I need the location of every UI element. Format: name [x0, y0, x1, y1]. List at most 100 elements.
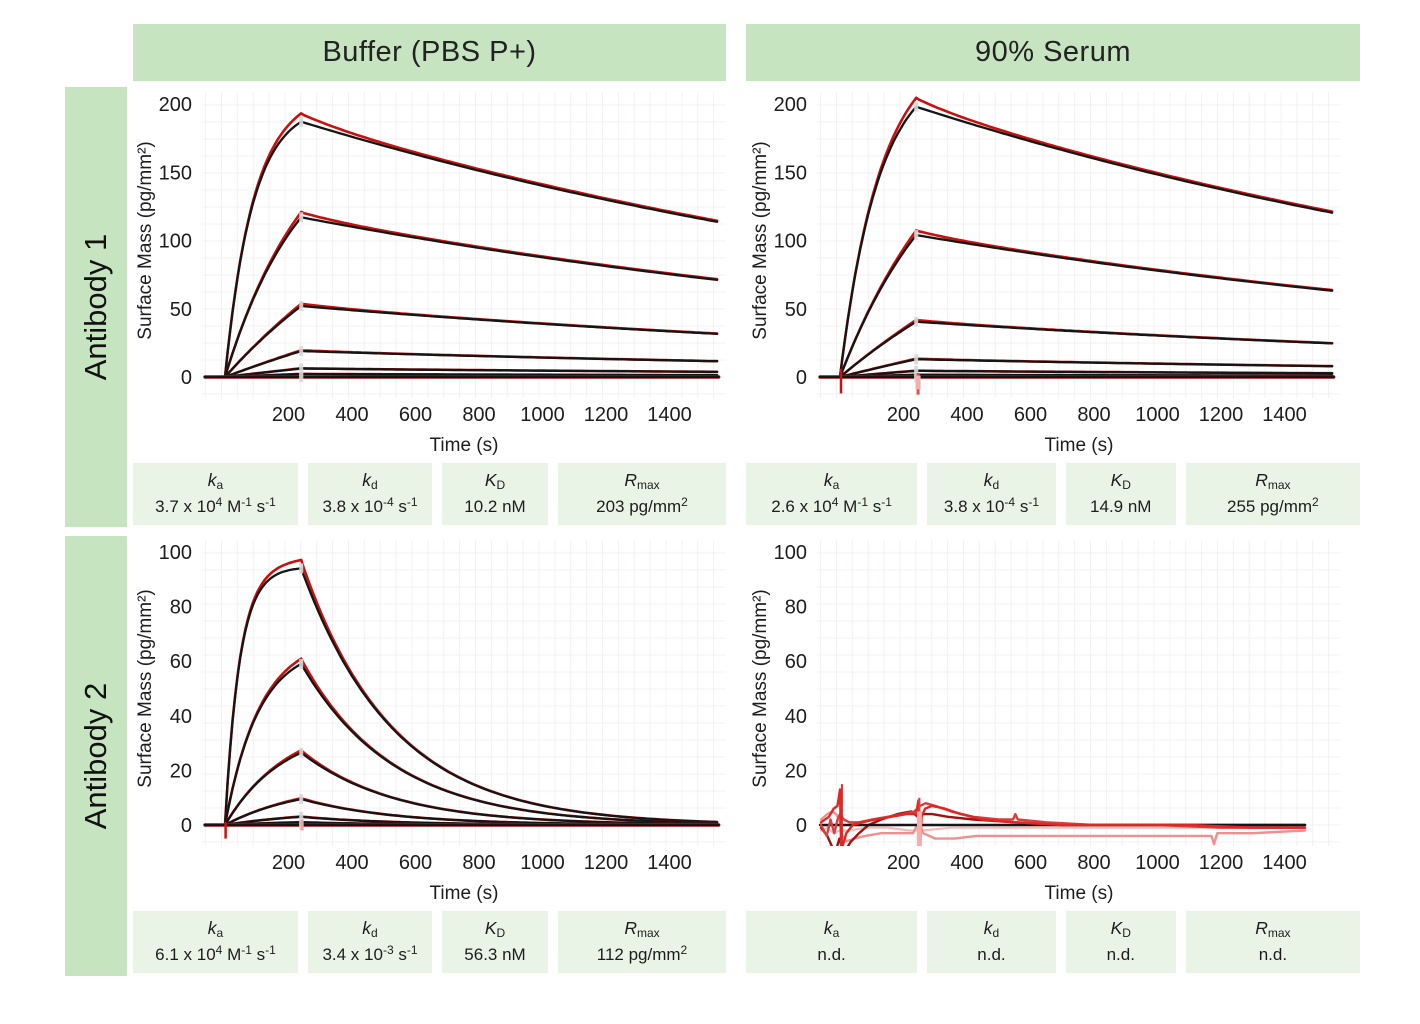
svg-text:0: 0: [181, 367, 192, 389]
param-name: Rmax: [624, 469, 660, 492]
column-header-serum: 90% Serum: [746, 24, 1360, 81]
svg-text:0: 0: [796, 815, 807, 837]
svg-text:800: 800: [1077, 852, 1110, 874]
param-cell: KD 56.3 nM: [442, 911, 548, 973]
param-cell: ka 3.7 x 104 M-1 s-1: [133, 463, 298, 525]
series-line: [838, 320, 1334, 379]
param-name: ka: [207, 469, 224, 492]
param-cell: KD n.d.: [1065, 911, 1176, 973]
series-line: [838, 369, 1334, 379]
param-name: Rmax: [624, 917, 660, 940]
param-name: KD: [1110, 918, 1131, 941]
svg-text:20: 20: [170, 760, 192, 782]
svg-text:80: 80: [170, 597, 192, 619]
y-tick-labels: 0 20 40 60 80 100: [159, 542, 192, 837]
svg-text:800: 800: [462, 852, 495, 874]
param-value: 3.7 x 104 M-1 s-1: [155, 495, 276, 517]
param-name: kd: [362, 917, 378, 940]
series-line: [203, 210, 719, 379]
svg-text:200: 200: [272, 852, 305, 874]
series-line: [203, 749, 719, 827]
param-name: ka: [207, 917, 224, 940]
svg-text:200: 200: [159, 94, 192, 116]
svg-text:1000: 1000: [1135, 852, 1180, 874]
svg-text:1400: 1400: [647, 852, 692, 874]
series-line: [223, 349, 719, 379]
y-axis-title: Surface Mass (pg/mm²): [135, 141, 156, 339]
series-line: [818, 318, 1334, 379]
svg-text:600: 600: [1014, 852, 1047, 874]
chart-antibody1-buffer: 200 400 600 800 1000 1200 1400 0 50 100 150 200 Time…: [135, 92, 726, 456]
param-name: ka: [823, 918, 840, 941]
series-line: [203, 657, 719, 827]
grid-lines: [817, 540, 1341, 846]
param-value: 3.8 x 10-4 s-1: [322, 495, 418, 517]
x-axis-title: Time (s): [1045, 435, 1114, 456]
svg-text:20: 20: [785, 760, 807, 782]
chart-antibody2-buffer: 200 400 600 800 1000 1200 1400 0 20 40 60 80 100 Time…: [135, 540, 726, 904]
param-value: 56.3 nM: [464, 944, 526, 964]
x-axis-title: Time (s): [430, 883, 499, 904]
svg-text:50: 50: [170, 299, 192, 321]
row-label-antibody-1-text: Antibody 1: [78, 233, 113, 381]
svg-text:400: 400: [950, 404, 983, 426]
param-cell: Rmax 203 pg/mm2: [558, 463, 726, 525]
svg-text:1000: 1000: [520, 404, 565, 426]
svg-text:0: 0: [796, 367, 807, 389]
series-line: [819, 788, 1307, 846]
param-value: 3.8 x 10-4 s-1: [943, 495, 1039, 517]
series-line: [838, 105, 1334, 379]
svg-text:1000: 1000: [1135, 404, 1180, 426]
svg-text:800: 800: [462, 404, 495, 426]
param-name: Rmax: [1255, 918, 1291, 941]
svg-text:60: 60: [170, 651, 192, 673]
svg-text:400: 400: [335, 404, 368, 426]
x-tick-labels: 200 400 600 800 1000 1200 1400: [272, 404, 692, 426]
row-label-antibody-1: Antibody 1: [65, 87, 127, 527]
svg-text:1400: 1400: [1262, 852, 1307, 874]
svg-text:600: 600: [1014, 404, 1047, 426]
series-line: [223, 120, 719, 379]
series-line: [818, 96, 1334, 379]
param-cell: Rmax 255 pg/mm2: [1185, 463, 1360, 525]
chart-antibody1-serum: 200 400 600 800 1000 1200 1400 0 50 100 150 200 Time…: [750, 92, 1341, 456]
param-value: 2.6 x 104 M-1 s-1: [771, 495, 892, 517]
svg-text:1400: 1400: [1262, 404, 1307, 426]
grid-lines: [202, 92, 726, 398]
param-cell: ka n.d.: [746, 911, 918, 973]
svg-text:40: 40: [170, 706, 192, 728]
y-axis-title: Surface Mass (pg/mm²): [750, 589, 771, 787]
param-cell: KD 10.2 nM: [442, 463, 548, 525]
series-line: [203, 111, 719, 379]
svg-text:1000: 1000: [520, 852, 565, 874]
series-line: [223, 216, 719, 379]
x-axis-title: Time (s): [430, 435, 499, 456]
svg-text:1200: 1200: [1199, 404, 1244, 426]
param-name: kd: [362, 469, 378, 492]
y-axis-title: Surface Mass (pg/mm²): [750, 141, 771, 339]
param-table-antibody2-serum: ka n.d. kd n.d. KD n.d. Rmax n.d.: [746, 911, 1360, 973]
param-value: 10.2 nM: [464, 496, 526, 516]
series-line: [223, 372, 719, 379]
param-name: Rmax: [1255, 469, 1291, 492]
param-value: n.d.: [977, 944, 1006, 964]
y-tick-labels: 0 50 100 150 200: [159, 94, 192, 389]
param-cell: kd 3.8 x 10-4 s-1: [927, 463, 1056, 525]
svg-text:50: 50: [785, 299, 807, 321]
svg-text:100: 100: [159, 231, 192, 253]
param-value: 203 pg/mm2: [596, 495, 688, 517]
svg-text:600: 600: [399, 852, 432, 874]
param-cell: ka 6.1 x 104 M-1 s-1: [133, 911, 298, 973]
svg-text:150: 150: [159, 162, 192, 184]
svg-text:400: 400: [950, 852, 983, 874]
param-name: kd: [983, 469, 1000, 492]
param-name: KD: [484, 470, 506, 493]
param-cell: kd 3.4 x 10-3 s-1: [308, 911, 432, 973]
row-label-antibody-2-text: Antibody 2: [78, 682, 113, 830]
junction-marks: [299, 116, 304, 382]
column-header-buffer: Buffer (PBS P+): [133, 24, 726, 81]
y-tick-labels: 0 50 100 150 200: [774, 94, 807, 389]
x-tick-labels: 200 400 600 800 1000 1200 1400: [887, 404, 1307, 426]
param-name: KD: [484, 918, 506, 941]
param-cell: kd 3.8 x 10-4 s-1: [308, 463, 432, 525]
